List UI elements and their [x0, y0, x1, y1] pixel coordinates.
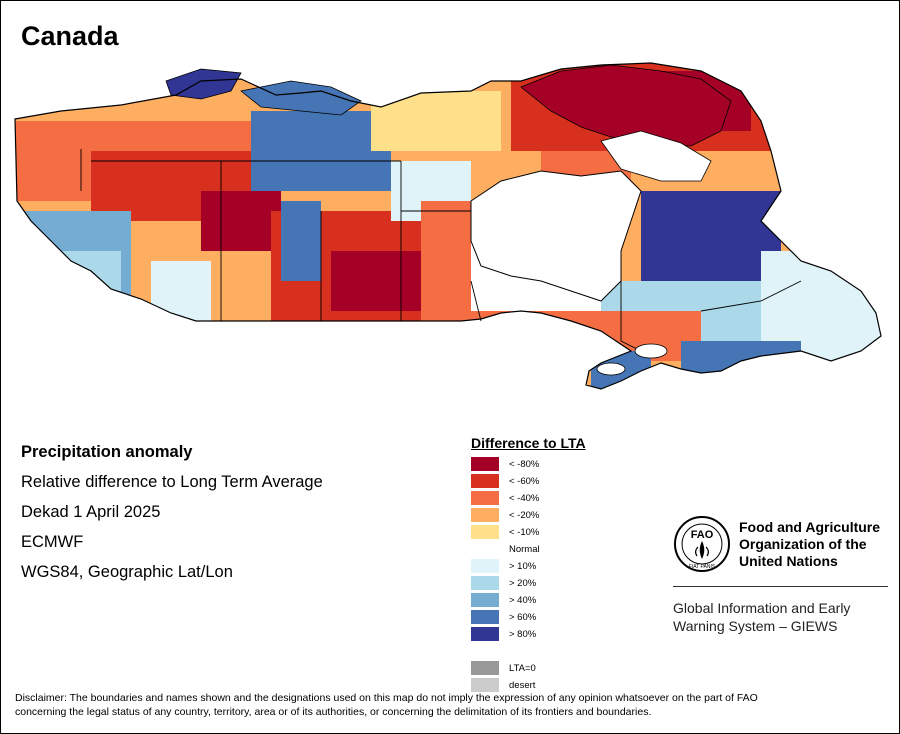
legend-item: < -20%: [471, 507, 586, 524]
legend-swatch: [471, 627, 499, 641]
map-info: Precipitation anomaly Relative differenc…: [21, 441, 323, 591]
legend-swatch: [471, 661, 499, 675]
legend-item: > 60%: [471, 609, 586, 626]
legend-label: > 20%: [509, 578, 537, 589]
legend-swatch: [471, 559, 499, 573]
arctic-island-west: [165, 68, 242, 100]
legend-item: desert: [471, 677, 586, 694]
legend-label: > 60%: [509, 612, 537, 623]
legend-item: < -60%: [471, 473, 586, 490]
great-lake: [634, 343, 668, 359]
giews-line1: Global Information and Early: [673, 600, 851, 616]
fao-logo-motto: FIAT PANIS: [689, 564, 716, 570]
legend-item: < -80%: [471, 456, 586, 473]
legend-label: < -60%: [509, 476, 540, 487]
legend-swatch: [471, 457, 499, 471]
legend-item: > 80%: [471, 626, 586, 643]
info-variable: Precipitation anomaly: [21, 443, 193, 461]
legend-label: Normal: [509, 544, 540, 555]
fao-divider: [673, 586, 888, 587]
fao-name-line2: Organization of the: [739, 536, 867, 552]
legend-swatch: [471, 474, 499, 488]
hudson-bay: [470, 170, 642, 302]
disclaimer: Disclaimer: The boundaries and names sho…: [15, 691, 885, 719]
fao-name-line1: Food and Agriculture: [739, 519, 881, 535]
legend-swatch: [471, 491, 499, 505]
arctic-island-baffin: [600, 130, 712, 182]
map-title: Canada: [21, 21, 119, 51]
fao-logo-letters: FAO: [691, 529, 714, 541]
legend-label: < -80%: [509, 459, 540, 470]
legend-title: Difference to LTA: [471, 435, 586, 451]
legend-item: Normal: [471, 541, 586, 558]
anomaly-map: [14, 62, 882, 390]
info-projection: WGS84, Geographic Lat/Lon: [21, 563, 233, 581]
province-boundaries: [80, 149, 802, 352]
giews-name: Global Information and Early Warning Sys…: [673, 599, 899, 635]
legend-swatch: [471, 593, 499, 607]
legend-label: desert: [509, 680, 536, 691]
map-legend: Difference to LTA < -80% < -60% < -40% < -2…: [471, 435, 586, 694]
legend-label: LTA=0: [509, 663, 536, 674]
legend-swatch: [471, 610, 499, 624]
legend-item: > 20%: [471, 575, 586, 592]
legend-item: LTA=0: [471, 660, 586, 677]
disclaimer-line1: Disclaimer: The boundaries and names sho…: [15, 692, 758, 704]
legend-label: > 40%: [509, 595, 537, 606]
legend-swatch: [471, 508, 499, 522]
fao-logo-icon: FAO FIAT PANIS: [674, 516, 730, 572]
info-period: Dekad 1 April 2025: [21, 503, 161, 521]
fao-name-line3: United Nations: [739, 553, 838, 569]
legend-item: [471, 643, 586, 660]
legend-label: > 10%: [509, 561, 537, 572]
disclaimer-line2: concerning the legal status of any count…: [15, 706, 652, 718]
legend-items: < -80% < -60% < -40% < -20% < -10% Normal > 10…: [471, 456, 586, 694]
info-source: ECMWF: [21, 533, 84, 551]
legend-item: > 40%: [471, 592, 586, 609]
legend-label: < -40%: [509, 493, 540, 504]
legend-swatch: [471, 576, 499, 590]
legend-swatch: [471, 678, 499, 692]
arctic-island-victoria: [240, 80, 362, 116]
fao-name: Food and Agriculture Organization of the…: [739, 519, 899, 570]
canada-outline: [14, 62, 882, 390]
legend-item: < -40%: [471, 490, 586, 507]
info-description: Relative difference to Long Term Average: [21, 473, 323, 491]
legend-item: < -10%: [471, 524, 586, 541]
legend-item: > 10%: [471, 558, 586, 575]
legend-label: > 80%: [509, 629, 537, 640]
legend-swatch: [471, 525, 499, 539]
giews-line2: Warning System – GIEWS: [673, 618, 838, 634]
great-lake: [596, 362, 626, 376]
legend-label: < -20%: [509, 510, 540, 521]
legend-label: < -10%: [509, 527, 540, 538]
